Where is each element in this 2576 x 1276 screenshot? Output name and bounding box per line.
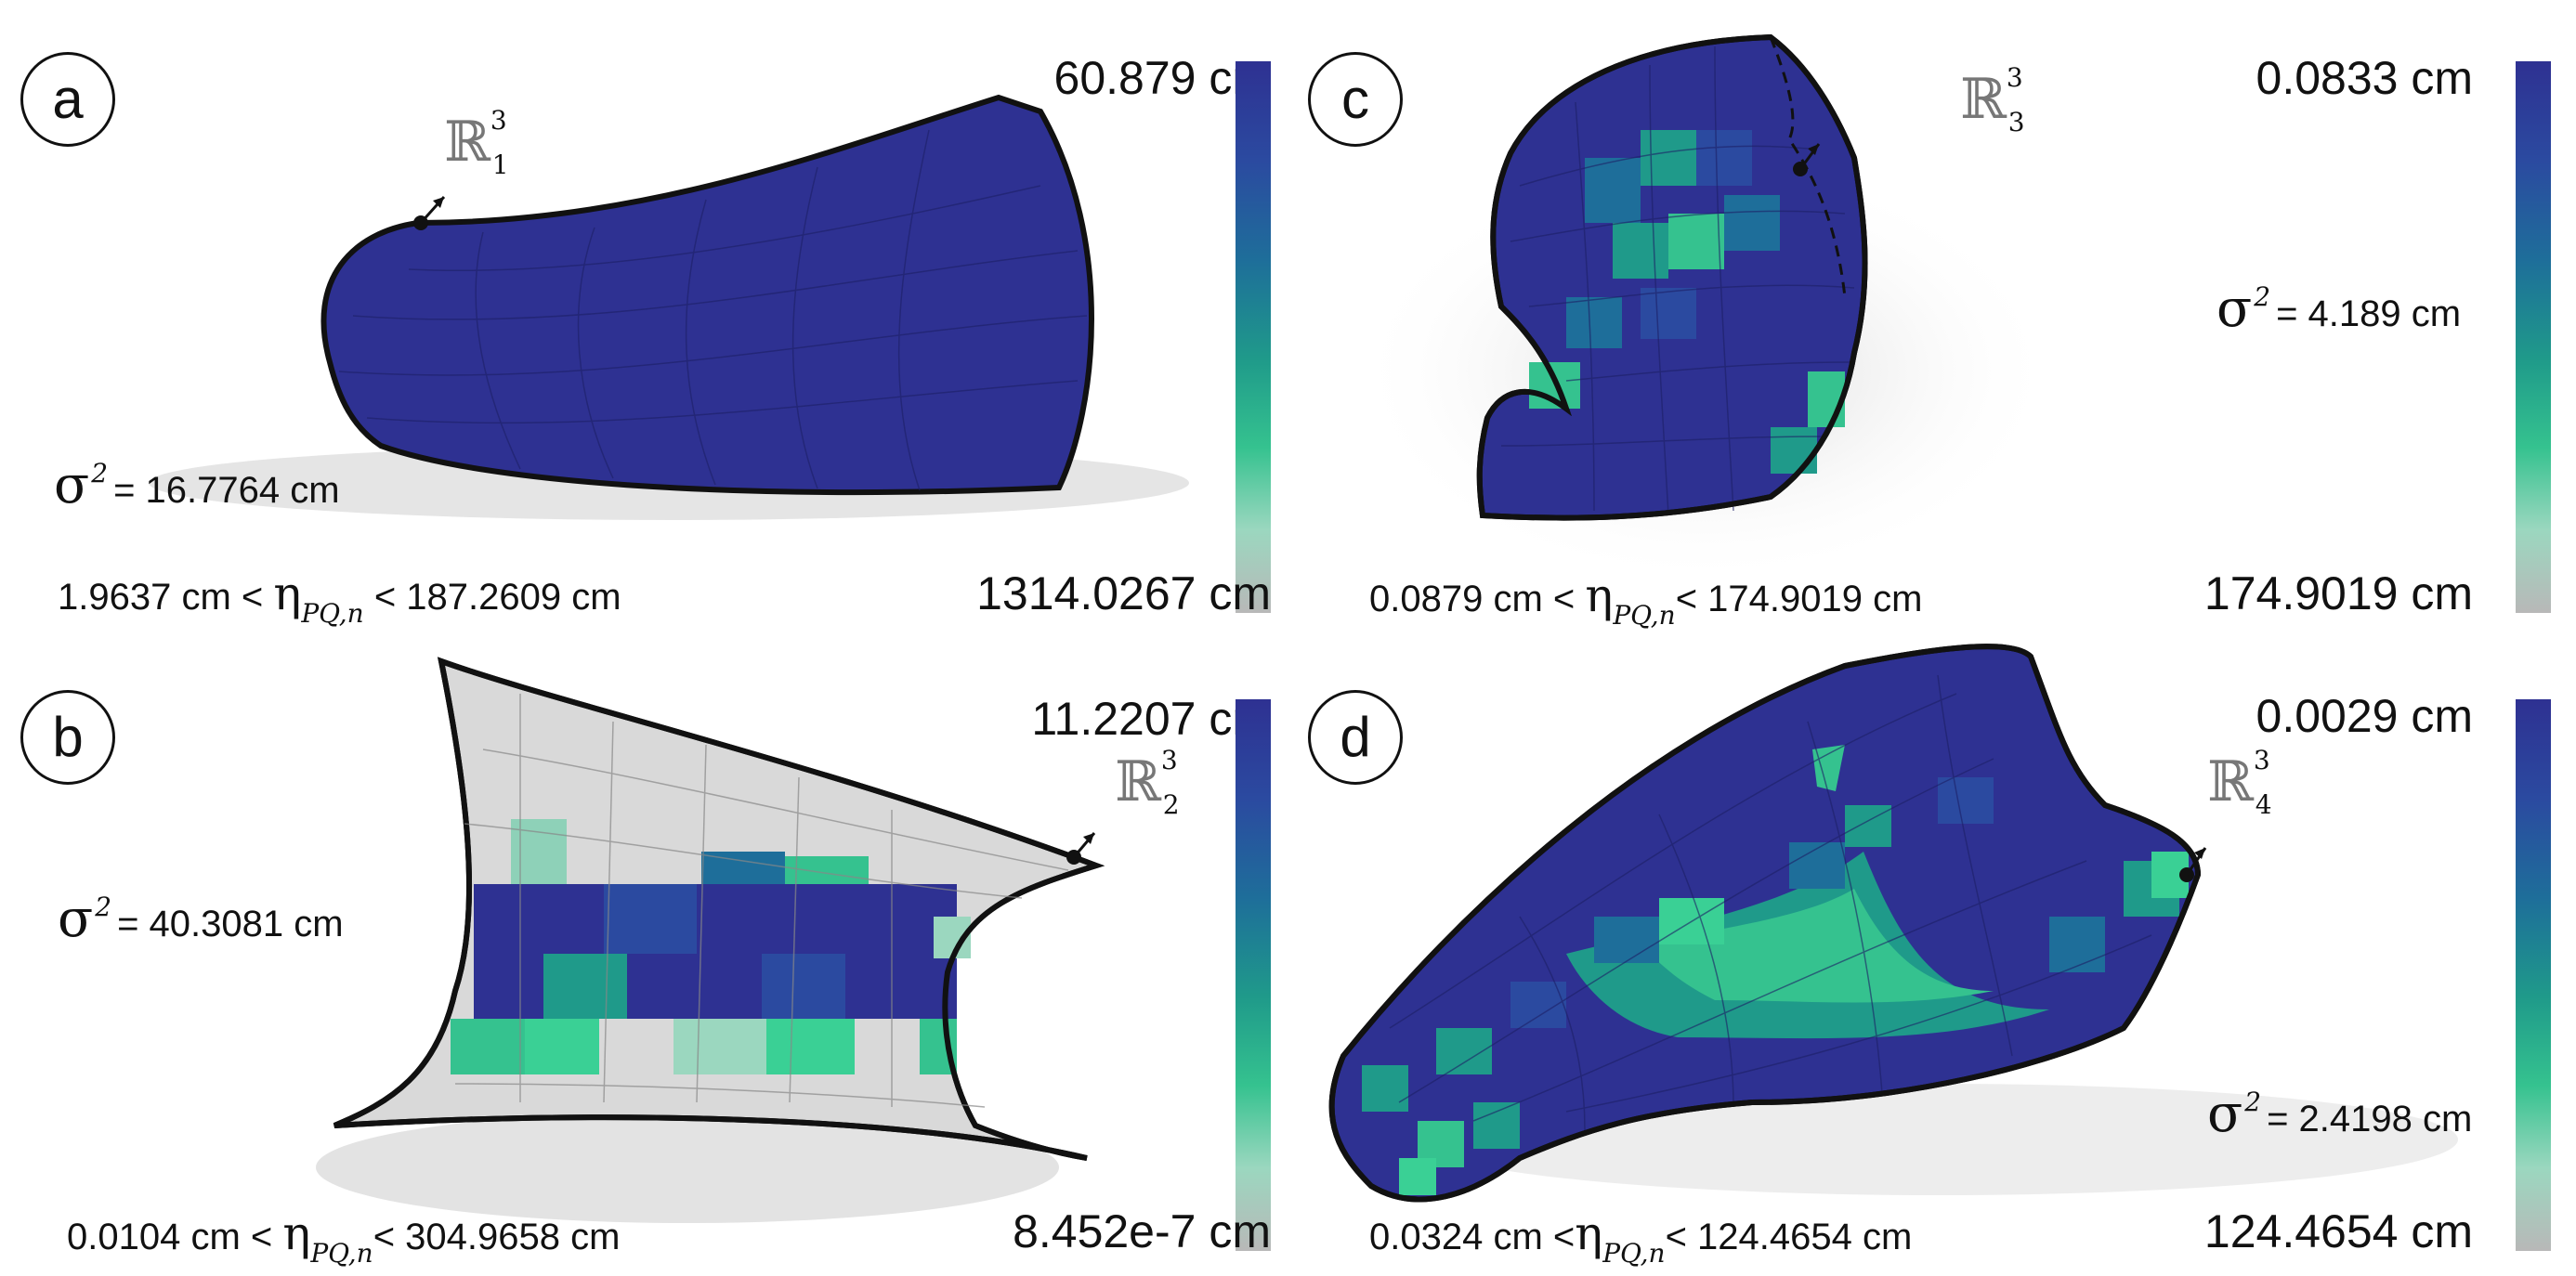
surface-mesh-d: [1328, 644, 2458, 1203]
panel-label-d: d: [1308, 690, 1403, 785]
eta-range-c: 0.0879 cm < ηPQ,n< 174.9019 cm: [1369, 568, 1923, 631]
colorbar-min-b: 8.452e-7 cm: [1013, 1205, 1271, 1257]
colorbar-max-c: 0.0833 cm: [2256, 52, 2473, 104]
r3-label-a: ℝ31: [444, 105, 509, 180]
panel-label-a: a: [20, 52, 115, 147]
colorbar-c: [2516, 61, 2551, 613]
r3-label-b: ℝ32: [1115, 745, 1180, 820]
panel-c: c ℝ33 0.0833 cm 174.9019 cm σ2 = 4.189 cm…: [1288, 0, 2575, 638]
panel-d: d ℝ34 0.0029 cm 124.4654 cm σ2 = 2.4198 c…: [1288, 638, 2575, 1276]
panel-a: a ℝ31 60.879 cm 1314.0267 cm σ2 = 16.7764…: [0, 0, 1288, 638]
eta-range-d: 0.0324 cm <ηPQ,n< 124.4654 cm: [1369, 1206, 1913, 1269]
colorbar-b: [1236, 699, 1271, 1251]
r3-label-c: ℝ33: [1960, 62, 2025, 137]
colorbar-max-b: 11.2207 cm: [1031, 693, 1271, 745]
panel-b: b ℝ32 11.2207 cm 8.452e-7 cm σ2 = 40.3081…: [0, 638, 1288, 1276]
eta-range-b: 0.0104 cm < ηPQ,n< 304.9658 cm: [67, 1206, 621, 1269]
panel-label-c: c: [1308, 52, 1403, 147]
surface-mesh-c: [1353, 33, 2059, 585]
sigma-d: σ2 = 2.4198 cm: [2207, 1084, 2473, 1144]
eta-range-a: 1.9637 cm < ηPQ,n < 187.2609 cm: [58, 566, 621, 629]
colorbar-d: [2516, 699, 2551, 1251]
colorbar-a: [1236, 61, 1271, 613]
colorbar-min-d: 124.4654 cm: [2203, 1205, 2473, 1257]
colorbar-min-a: 1314.0267 cm: [976, 567, 1271, 619]
sigma-c: σ2 = 4.189 cm: [2216, 279, 2462, 339]
r3-label-d: ℝ34: [2207, 745, 2272, 820]
sigma-a: σ2 = 16.7764 cm: [54, 455, 340, 515]
panel-label-b: b: [20, 690, 115, 785]
colorbar-max-a: 60.879 cm: [1053, 52, 1271, 104]
colorbar-max-d: 0.0029 cm: [2256, 690, 2473, 742]
surface-mesh-a: [149, 94, 1189, 520]
colorbar-min-c: 174.9019 cm: [2203, 567, 2473, 619]
sigma-b: σ2 = 40.3081 cm: [58, 889, 344, 949]
surface-mesh-b: [316, 657, 1105, 1223]
